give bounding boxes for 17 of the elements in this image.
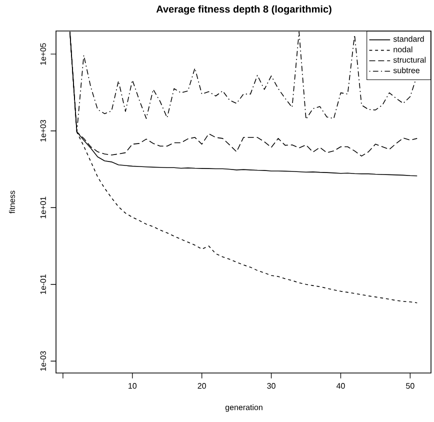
legend-label: standard — [393, 36, 424, 42]
x-axis-title: generation — [225, 404, 262, 412]
x-tick-label: 50 — [406, 383, 414, 389]
y-axis-title: fitness — [9, 190, 15, 214]
x-tick-label: 30 — [267, 383, 276, 389]
y-tick-label: 1e+03 — [40, 120, 46, 142]
x-tick-label: 40 — [336, 383, 345, 389]
y-tick-label: 1e-01 — [40, 274, 46, 294]
y-tick-label: 1e+05 — [40, 43, 46, 65]
y-tick-label: 1e+01 — [40, 196, 46, 218]
x-tick-label: 20 — [198, 383, 206, 389]
legend-label: subtree — [393, 67, 420, 74]
legend-label: nodal — [394, 46, 412, 52]
legend-label: structural — [393, 56, 426, 63]
y-tick-label: 1e-03 — [40, 351, 46, 371]
x-tick-label: 10 — [128, 383, 137, 389]
chart-title: Average fitness depth 8 (logarithmic) — [156, 5, 332, 15]
